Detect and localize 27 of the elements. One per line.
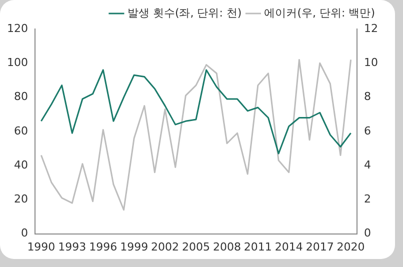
y2-tick-label: 10 bbox=[364, 56, 378, 69]
y-tick-label: 120 bbox=[6, 22, 28, 35]
x-tick-label: 1990 bbox=[27, 240, 56, 254]
y2-tick-label: 6 bbox=[364, 124, 372, 138]
y2-tick-label: 0 bbox=[364, 226, 372, 240]
x-tick-label: 2008 bbox=[212, 240, 241, 254]
y-tick-label: 20 bbox=[14, 192, 28, 206]
y-tick-label: 60 bbox=[14, 124, 28, 138]
x-tick-label: 2020 bbox=[336, 240, 365, 254]
legend-label: 에이커(우, 단위: 백만) bbox=[264, 6, 375, 20]
x-tick-label: 2014 bbox=[274, 240, 303, 254]
x-tick-label: 2002 bbox=[151, 240, 180, 254]
x-tick-label: 2005 bbox=[182, 240, 210, 254]
legend-label: 발생 횟수(좌, 단위: 천) bbox=[127, 6, 242, 20]
y-tick-label: 0 bbox=[20, 226, 28, 240]
x-tick-label: 2017 bbox=[306, 240, 334, 254]
x-tick-label: 1996 bbox=[89, 240, 118, 254]
y-tick-label: 100 bbox=[6, 56, 28, 69]
y-tick-label: 80 bbox=[14, 90, 28, 104]
x-tick-label: 1999 bbox=[120, 240, 148, 254]
x-tick-label: 2011 bbox=[244, 240, 272, 254]
y2-tick-label: 2 bbox=[364, 192, 372, 206]
y2-tick-label: 12 bbox=[364, 22, 378, 35]
y2-tick-label: 8 bbox=[364, 90, 372, 104]
y2-tick-label: 4 bbox=[364, 158, 372, 172]
y-tick-label: 40 bbox=[14, 158, 28, 172]
x-tick-label: 1993 bbox=[58, 240, 86, 254]
